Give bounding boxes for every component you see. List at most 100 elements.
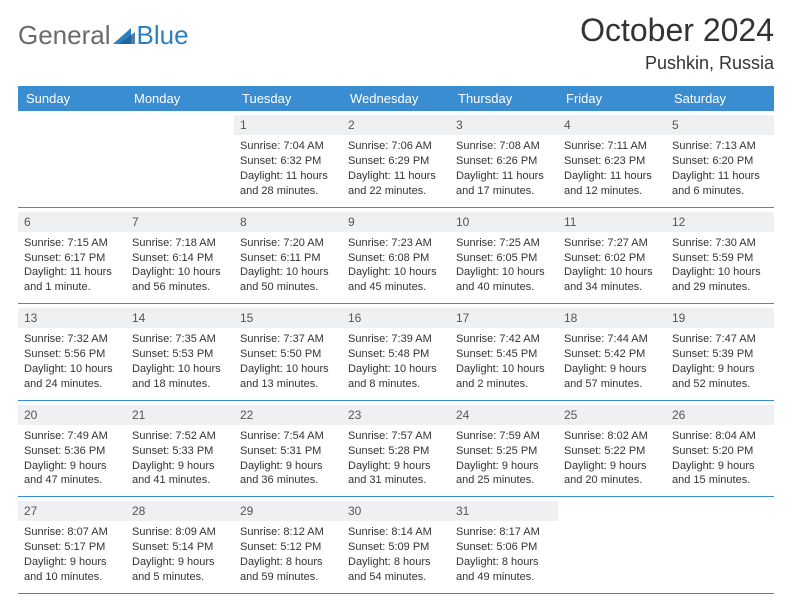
day-number: 21 — [126, 405, 234, 425]
day-number: 11 — [558, 212, 666, 232]
sunrise-text: Sunrise: 8:17 AM — [456, 525, 552, 540]
daylight-text: Daylight: 9 hours and 57 minutes. — [564, 362, 660, 392]
sunset-text: Sunset: 5:56 PM — [24, 347, 120, 362]
sunrise-text: Sunrise: 7:35 AM — [132, 332, 228, 347]
day-cell: 27Sunrise: 8:07 AMSunset: 5:17 PMDayligh… — [18, 497, 126, 593]
sunset-text: Sunset: 5:20 PM — [672, 444, 768, 459]
daylight-text: Daylight: 8 hours and 49 minutes. — [456, 555, 552, 585]
daylight-text: Daylight: 11 hours and 22 minutes. — [348, 169, 444, 199]
day-number: 31 — [450, 501, 558, 521]
sunrise-text: Sunrise: 7:15 AM — [24, 236, 120, 251]
day-cell: 25Sunrise: 8:02 AMSunset: 5:22 PMDayligh… — [558, 401, 666, 497]
daylight-text: Daylight: 9 hours and 47 minutes. — [24, 459, 120, 489]
dayname: Sunday — [18, 86, 126, 111]
sunset-text: Sunset: 6:08 PM — [348, 251, 444, 266]
sunrise-text: Sunrise: 7:32 AM — [24, 332, 120, 347]
dayname: Thursday — [450, 86, 558, 111]
day-cell — [18, 111, 126, 207]
sunset-text: Sunset: 6:02 PM — [564, 251, 660, 266]
daylight-text: Daylight: 10 hours and 56 minutes. — [132, 265, 228, 295]
day-number: 20 — [18, 405, 126, 425]
day-number: 8 — [234, 212, 342, 232]
sunset-text: Sunset: 5:33 PM — [132, 444, 228, 459]
daylight-text: Daylight: 10 hours and 24 minutes. — [24, 362, 120, 392]
sunset-text: Sunset: 6:11 PM — [240, 251, 336, 266]
day-cell: 16Sunrise: 7:39 AMSunset: 5:48 PMDayligh… — [342, 304, 450, 400]
title-location: Pushkin, Russia — [580, 53, 774, 74]
day-number: 12 — [666, 212, 774, 232]
day-cell — [666, 497, 774, 593]
day-cell: 21Sunrise: 7:52 AMSunset: 5:33 PMDayligh… — [126, 401, 234, 497]
sunset-text: Sunset: 5:45 PM — [456, 347, 552, 362]
logo-text-blue: Blue — [137, 20, 189, 51]
week-row: 1Sunrise: 7:04 AMSunset: 6:32 PMDaylight… — [18, 111, 774, 208]
day-cell: 3Sunrise: 7:08 AMSunset: 6:26 PMDaylight… — [450, 111, 558, 207]
daylight-text: Daylight: 10 hours and 34 minutes. — [564, 265, 660, 295]
day-cell: 1Sunrise: 7:04 AMSunset: 6:32 PMDaylight… — [234, 111, 342, 207]
day-cell: 26Sunrise: 8:04 AMSunset: 5:20 PMDayligh… — [666, 401, 774, 497]
title-month: October 2024 — [580, 12, 774, 49]
logo: General Blue — [18, 12, 189, 51]
dayname: Friday — [558, 86, 666, 111]
sunset-text: Sunset: 5:36 PM — [24, 444, 120, 459]
sunset-text: Sunset: 6:17 PM — [24, 251, 120, 266]
day-cell: 19Sunrise: 7:47 AMSunset: 5:39 PMDayligh… — [666, 304, 774, 400]
daylight-text: Daylight: 9 hours and 20 minutes. — [564, 459, 660, 489]
day-number: 25 — [558, 405, 666, 425]
sunset-text: Sunset: 6:23 PM — [564, 154, 660, 169]
daylight-text: Daylight: 10 hours and 18 minutes. — [132, 362, 228, 392]
dayname: Saturday — [666, 86, 774, 111]
daylight-text: Daylight: 9 hours and 31 minutes. — [348, 459, 444, 489]
day-cell: 10Sunrise: 7:25 AMSunset: 6:05 PMDayligh… — [450, 208, 558, 304]
sunrise-text: Sunrise: 7:39 AM — [348, 332, 444, 347]
daylight-text: Daylight: 11 hours and 6 minutes. — [672, 169, 768, 199]
week-row: 27Sunrise: 8:07 AMSunset: 5:17 PMDayligh… — [18, 497, 774, 594]
sunrise-text: Sunrise: 7:37 AM — [240, 332, 336, 347]
daylight-text: Daylight: 9 hours and 41 minutes. — [132, 459, 228, 489]
dayname-row: SundayMondayTuesdayWednesdayThursdayFrid… — [18, 86, 774, 111]
day-number: 9 — [342, 212, 450, 232]
week-row: 20Sunrise: 7:49 AMSunset: 5:36 PMDayligh… — [18, 401, 774, 498]
sunset-text: Sunset: 5:50 PM — [240, 347, 336, 362]
day-number: 5 — [666, 115, 774, 135]
sunset-text: Sunset: 5:59 PM — [672, 251, 768, 266]
daylight-text: Daylight: 9 hours and 15 minutes. — [672, 459, 768, 489]
sunrise-text: Sunrise: 8:07 AM — [24, 525, 120, 540]
daylight-text: Daylight: 10 hours and 2 minutes. — [456, 362, 552, 392]
sunrise-text: Sunrise: 7:42 AM — [456, 332, 552, 347]
daylight-text: Daylight: 10 hours and 50 minutes. — [240, 265, 336, 295]
week-row: 13Sunrise: 7:32 AMSunset: 5:56 PMDayligh… — [18, 304, 774, 401]
daylight-text: Daylight: 8 hours and 54 minutes. — [348, 555, 444, 585]
day-number: 13 — [18, 308, 126, 328]
week-row: 6Sunrise: 7:15 AMSunset: 6:17 PMDaylight… — [18, 208, 774, 305]
sunrise-text: Sunrise: 8:04 AM — [672, 429, 768, 444]
calendar: SundayMondayTuesdayWednesdayThursdayFrid… — [18, 86, 774, 594]
day-number: 28 — [126, 501, 234, 521]
day-number: 10 — [450, 212, 558, 232]
day-cell: 5Sunrise: 7:13 AMSunset: 6:20 PMDaylight… — [666, 111, 774, 207]
sunset-text: Sunset: 6:26 PM — [456, 154, 552, 169]
sunset-text: Sunset: 5:53 PM — [132, 347, 228, 362]
sunrise-text: Sunrise: 7:27 AM — [564, 236, 660, 251]
day-number: 2 — [342, 115, 450, 135]
sunrise-text: Sunrise: 7:30 AM — [672, 236, 768, 251]
sunrise-text: Sunrise: 7:04 AM — [240, 139, 336, 154]
day-cell: 29Sunrise: 8:12 AMSunset: 5:12 PMDayligh… — [234, 497, 342, 593]
day-cell: 7Sunrise: 7:18 AMSunset: 6:14 PMDaylight… — [126, 208, 234, 304]
sunrise-text: Sunrise: 7:11 AM — [564, 139, 660, 154]
daylight-text: Daylight: 8 hours and 59 minutes. — [240, 555, 336, 585]
day-cell: 2Sunrise: 7:06 AMSunset: 6:29 PMDaylight… — [342, 111, 450, 207]
day-number: 16 — [342, 308, 450, 328]
sunset-text: Sunset: 5:17 PM — [24, 540, 120, 555]
day-cell: 6Sunrise: 7:15 AMSunset: 6:17 PMDaylight… — [18, 208, 126, 304]
day-cell: 9Sunrise: 7:23 AMSunset: 6:08 PMDaylight… — [342, 208, 450, 304]
sunrise-text: Sunrise: 7:13 AM — [672, 139, 768, 154]
day-number: 3 — [450, 115, 558, 135]
day-cell: 15Sunrise: 7:37 AMSunset: 5:50 PMDayligh… — [234, 304, 342, 400]
sunrise-text: Sunrise: 8:12 AM — [240, 525, 336, 540]
sunrise-text: Sunrise: 7:08 AM — [456, 139, 552, 154]
daylight-text: Daylight: 9 hours and 36 minutes. — [240, 459, 336, 489]
day-cell: 8Sunrise: 7:20 AMSunset: 6:11 PMDaylight… — [234, 208, 342, 304]
sunrise-text: Sunrise: 7:23 AM — [348, 236, 444, 251]
daylight-text: Daylight: 9 hours and 52 minutes. — [672, 362, 768, 392]
